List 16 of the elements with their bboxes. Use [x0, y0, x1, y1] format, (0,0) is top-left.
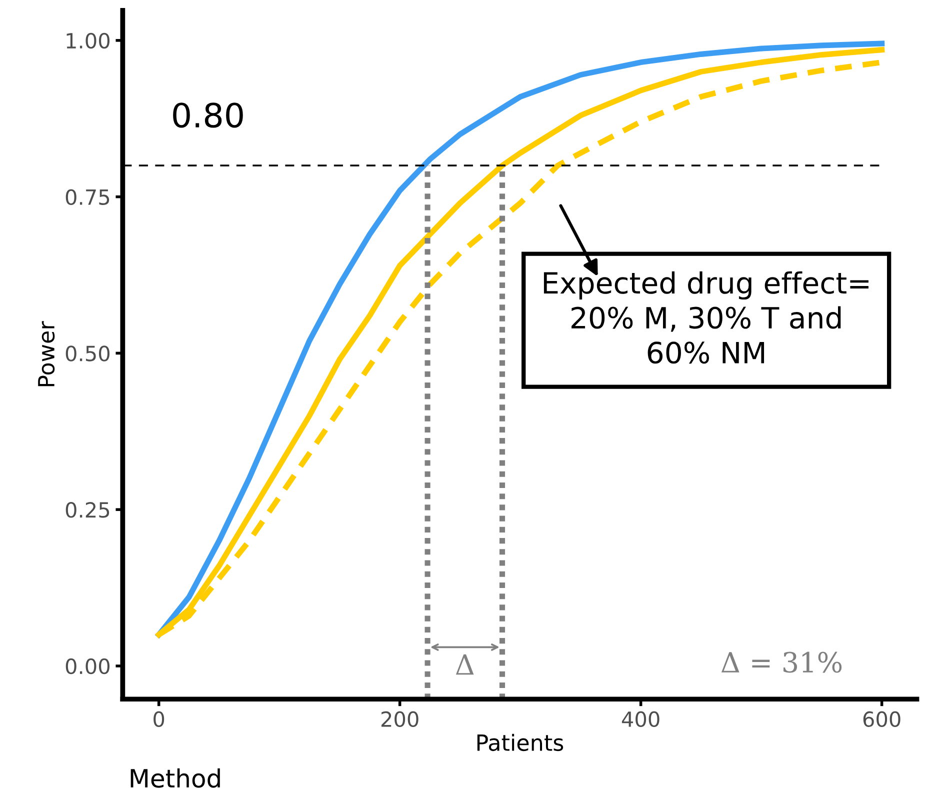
y-tick-label: 0.25 [66, 502, 110, 518]
ref-line-label: 0.80 [173, 102, 243, 128]
y-tick-label: 0.75 [66, 189, 110, 206]
annotation: Δ [456, 654, 474, 675]
y-tick-label: 0.50 [66, 346, 110, 362]
x-tick-label: 0 [154, 711, 164, 728]
annotation: Δ = 31% [721, 652, 842, 673]
y-tick-label: 1.00 [66, 32, 110, 49]
y-tick-label: 0.00 [66, 658, 110, 674]
text: Method [130, 768, 220, 788]
x-axis-title: Patients [477, 734, 564, 752]
y-axis-title: Power [38, 321, 55, 386]
x-tick-label: 600 [863, 711, 900, 728]
x-tick-label: 200 [381, 711, 418, 728]
annotation: Expected drug effect= 20% M, 30% T and 60% NM [544, 271, 868, 364]
x-tick-label: 400 [622, 711, 660, 728]
